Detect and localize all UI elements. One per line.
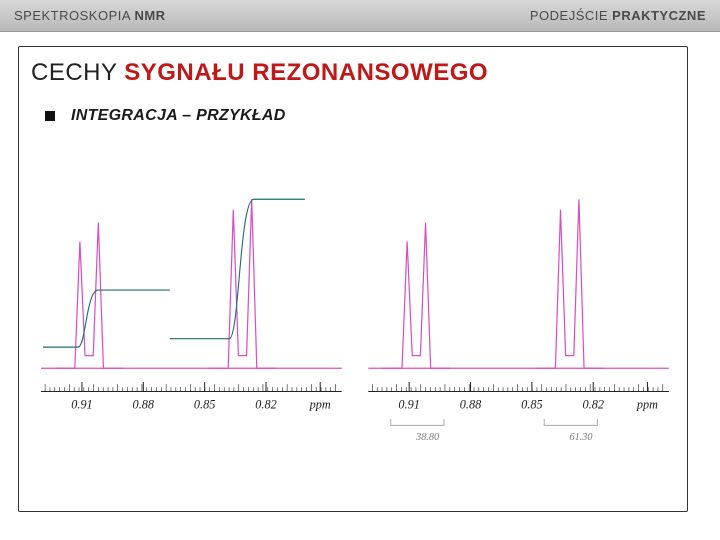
svg-text:0.82: 0.82 [583,397,604,411]
bullet-row: INTEGRACJA – PRZYKŁAD [45,107,286,125]
svg-text:38.80: 38.80 [415,432,440,443]
svg-text:0.88: 0.88 [133,397,155,411]
svg-text:ppm: ppm [309,397,331,411]
svg-text:ppm: ppm [636,397,658,411]
bullet-icon [45,111,55,121]
svg-text:0.91: 0.91 [71,397,92,411]
slide-header: SPEKTROSKOPIA NMR PODEJŚCIE PRAKTYCZNE [0,0,720,32]
svg-text:0.85: 0.85 [521,397,542,411]
nmr-spectra: 0.91 0.88 0.85 0.82 ppm 0.91 0.88 0.85 0.82 ppm 38… [39,157,673,495]
svg-text:0.85: 0.85 [194,397,215,411]
slide-subtitle: INTEGRACJA – PRZYKŁAD [71,107,286,125]
header-right-bold: PRAKTYCZNE [612,8,706,23]
svg-text:61.30: 61.30 [569,432,593,443]
header-left-bold: NMR [134,8,165,23]
slide-title: CECHY SYGNAŁU REZONANSOWEGO [31,59,488,87]
header-left: SPEKTROSKOPIA NMR [14,8,166,23]
spectra-svg: 0.91 0.88 0.85 0.82 ppm 0.91 0.88 0.85 0.82 ppm 38… [39,157,673,495]
svg-text:0.88: 0.88 [460,397,482,411]
svg-text:0.82: 0.82 [255,397,276,411]
header-right: PODEJŚCIE PRAKTYCZNE [530,8,706,23]
svg-text:0.91: 0.91 [398,397,419,411]
title-light: CECHY [31,59,124,86]
header-right-light: PODEJŚCIE [530,8,612,23]
content-frame: CECHY SYGNAŁU REZONANSOWEGO INTEGRACJA –… [18,46,688,512]
title-heavy: SYGNAŁU REZONANSOWEGO [124,59,488,86]
header-left-light: SPEKTROSKOPIA [14,8,134,23]
